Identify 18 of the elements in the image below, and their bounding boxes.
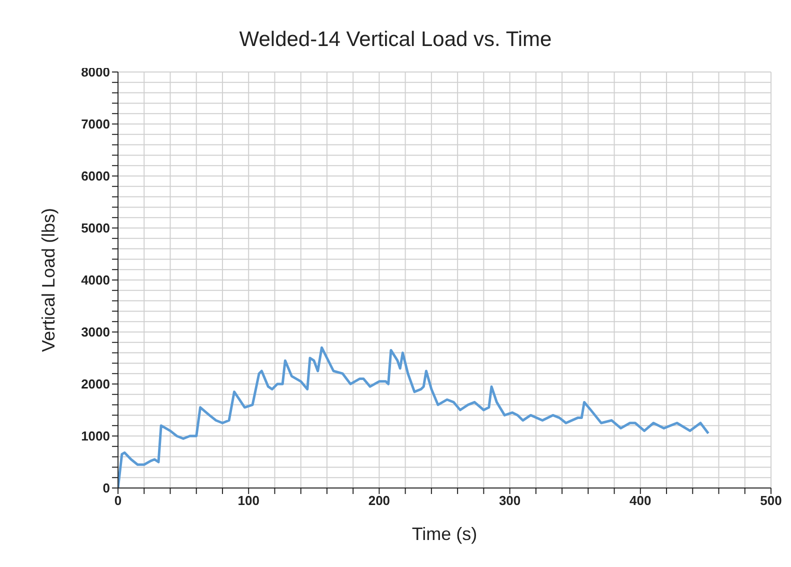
x-tick-label: 100	[238, 493, 260, 508]
y-tick-label: 6000	[81, 168, 110, 184]
y-tick-label: 0	[102, 480, 110, 496]
y-tick-label: 1000	[81, 428, 110, 444]
line-series	[118, 346, 710, 488]
y-tick-label: 7000	[81, 116, 110, 132]
y-tick-label: 3000	[81, 324, 110, 340]
x-tick-label: 200	[368, 493, 390, 508]
y-axis-title: Vertical Load (lbs)	[38, 208, 58, 352]
y-tick-label: 5000	[81, 220, 110, 236]
chart-title: Welded-14 Vertical Load vs. Time	[239, 28, 552, 51]
x-tick-label: 300	[498, 493, 521, 508]
x-tick-label: 500	[760, 493, 782, 508]
y-tick-label: 2000	[81, 376, 110, 392]
y-tick-label: 4000	[81, 272, 110, 288]
x-tick-label: 0	[114, 493, 122, 508]
x-tick-label: 400	[630, 493, 652, 508]
x-axis-title: Time (s)	[412, 524, 478, 544]
